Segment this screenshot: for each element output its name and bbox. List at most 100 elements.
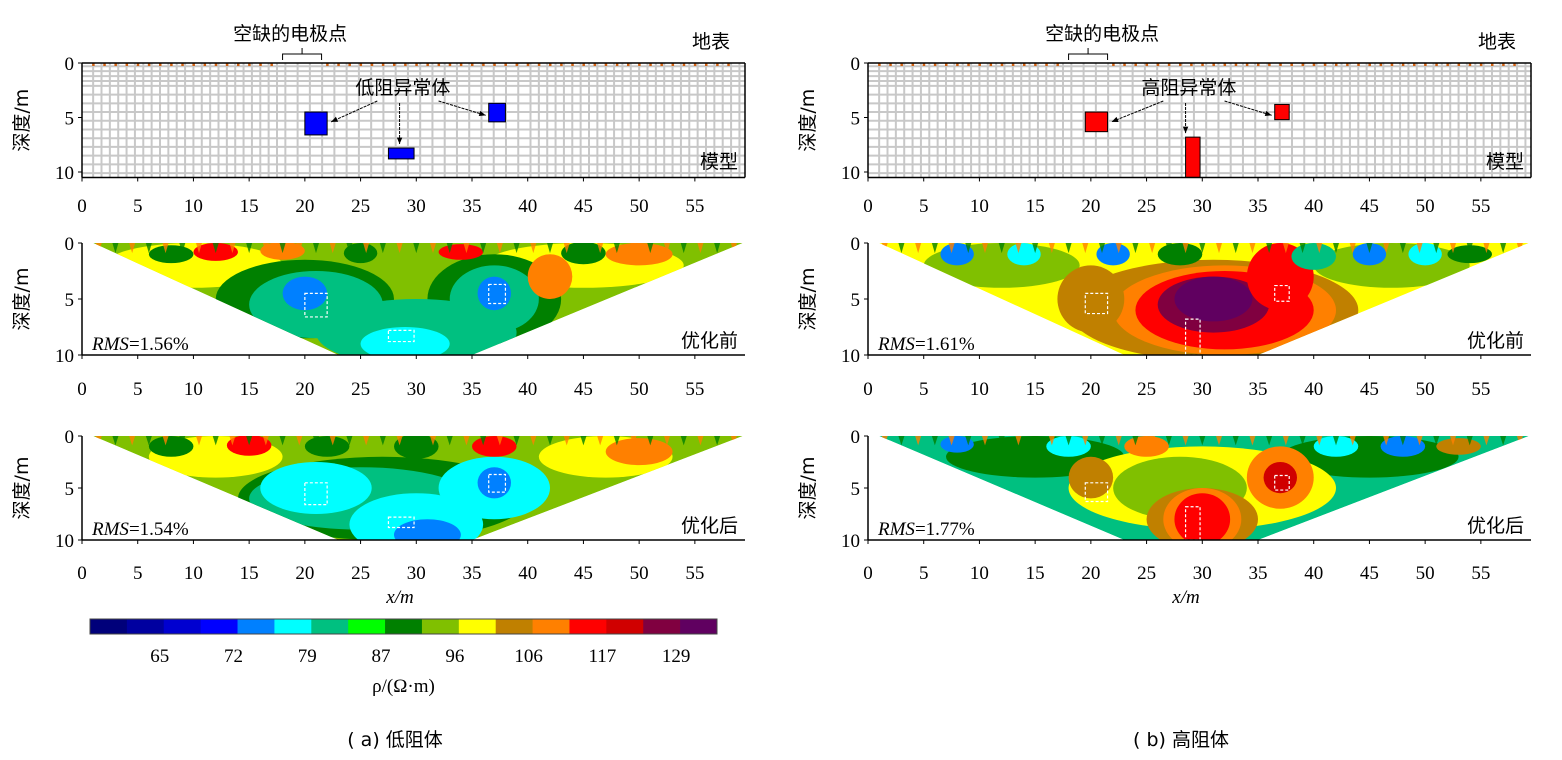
surface-contour bbox=[597, 243, 604, 254]
surface-contour bbox=[1282, 243, 1289, 254]
rms-value: =1.56% bbox=[129, 334, 189, 355]
surface-contour bbox=[296, 436, 303, 446]
surface-contour bbox=[229, 436, 236, 446]
x-tick-label: 20 bbox=[1081, 563, 1100, 584]
surface-contour bbox=[563, 436, 570, 446]
surface-contour bbox=[446, 243, 453, 254]
surface-contour bbox=[547, 243, 553, 254]
x-tick-label: 15 bbox=[240, 563, 259, 584]
y-tick-label: 10 bbox=[55, 346, 74, 367]
rms-value: =1.61% bbox=[915, 334, 975, 355]
y-tick-label: 5 bbox=[851, 479, 861, 500]
resistivity-contour bbox=[1436, 438, 1481, 455]
colorbar-swatch bbox=[606, 619, 644, 634]
x-tick-label: 10 bbox=[184, 196, 203, 217]
rms-label: RMS bbox=[91, 334, 129, 355]
rms-text: RMS=1.54% bbox=[91, 519, 189, 540]
surface-contour bbox=[413, 436, 420, 446]
electrode-marker bbox=[370, 63, 374, 66]
electrode-marker bbox=[471, 63, 474, 66]
resistivity-contour bbox=[1313, 436, 1359, 457]
surface-contour bbox=[1015, 243, 1022, 254]
electrode-marker bbox=[393, 63, 396, 66]
electrode-marker bbox=[181, 63, 184, 66]
surface-contour bbox=[480, 436, 487, 446]
electrode-marker bbox=[337, 63, 340, 66]
surface-contour bbox=[1416, 436, 1423, 446]
y-tick-label: 0 bbox=[65, 427, 75, 448]
surface-contour bbox=[1333, 243, 1339, 254]
panel-label: 优化后 bbox=[681, 515, 738, 537]
surface-contour bbox=[1216, 243, 1222, 254]
electrode-marker bbox=[1413, 63, 1416, 66]
x-tick-label: 35 bbox=[463, 563, 482, 584]
electrode-marker bbox=[889, 63, 892, 66]
panel-before: RMS=1.56% 优化前 0 5 10 15 20 25 30 35 40 45 50 55 0 5 10 深度… bbox=[11, 234, 745, 400]
electrode-marker bbox=[1212, 63, 1215, 66]
surface-contour bbox=[915, 243, 922, 254]
x-tick-label: 25 bbox=[1137, 563, 1156, 584]
anomaly-label: 低阻异常体 bbox=[355, 77, 450, 99]
x-tick-label: 50 bbox=[1416, 196, 1435, 217]
surface-label: 地表 bbox=[692, 31, 730, 53]
anomaly-outline bbox=[488, 283, 507, 305]
surface-label: 地表 bbox=[1478, 31, 1516, 53]
colorbar-tick-label: 96 bbox=[445, 646, 464, 667]
x-tick-label: 55 bbox=[1471, 563, 1490, 584]
surface-contour bbox=[396, 436, 403, 446]
surface-contour bbox=[697, 436, 704, 446]
electrode-marker bbox=[604, 63, 608, 66]
x-tick-label: 10 bbox=[970, 379, 989, 400]
arrow-head bbox=[396, 137, 403, 145]
surface-contour bbox=[898, 436, 905, 446]
surface-contour bbox=[379, 436, 386, 446]
surface-contour bbox=[915, 436, 922, 446]
y-tick-label: 5 bbox=[65, 479, 75, 500]
electrode-marker bbox=[381, 63, 385, 66]
electrode-marker bbox=[1379, 63, 1383, 66]
surface-contour bbox=[313, 436, 319, 446]
colorbar-tick-label: 87 bbox=[372, 646, 391, 667]
x-tick-label: 40 bbox=[518, 379, 537, 400]
surface-contour bbox=[1048, 436, 1055, 446]
x-tick-label: 0 bbox=[77, 379, 87, 400]
arrow-head bbox=[1111, 116, 1119, 122]
resistivity-contour bbox=[477, 467, 511, 499]
electrode-marker bbox=[1323, 63, 1327, 66]
surface-contour bbox=[1232, 436, 1239, 446]
electrode-marker bbox=[248, 63, 251, 66]
surface-contour bbox=[313, 243, 319, 254]
y-axis-label: 深度/m bbox=[797, 457, 819, 520]
x-tick-label: 50 bbox=[630, 379, 649, 400]
colorbar-tick-label: 79 bbox=[298, 646, 317, 667]
surface-contour bbox=[346, 436, 353, 446]
inverted-section bbox=[879, 436, 1529, 540]
panel-label: 模型 bbox=[1486, 151, 1524, 173]
electrode-marker bbox=[593, 63, 597, 66]
surface-contour bbox=[1165, 436, 1172, 446]
electrode-marker bbox=[136, 63, 140, 66]
surface-contour bbox=[496, 243, 503, 254]
colorbar-swatch bbox=[90, 619, 128, 634]
x-tick-label: 30 bbox=[1193, 563, 1212, 584]
x-tick-label: 55 bbox=[685, 563, 704, 584]
x-tick-label: 5 bbox=[133, 563, 143, 584]
surface-contour bbox=[1115, 436, 1122, 446]
anomaly-outline bbox=[1084, 292, 1109, 315]
surface-contour bbox=[1182, 243, 1189, 254]
surface-contour bbox=[697, 243, 704, 254]
x-tick-label: 45 bbox=[574, 196, 593, 217]
anomaly-outline bbox=[1084, 482, 1109, 503]
electrode-marker bbox=[203, 63, 207, 66]
x-tick-label: 40 bbox=[1304, 563, 1323, 584]
electrode-marker bbox=[1401, 63, 1405, 66]
anomaly-outline bbox=[387, 516, 415, 529]
anomaly-body bbox=[304, 111, 328, 136]
electrode-marker bbox=[615, 63, 619, 66]
electrode-marker bbox=[1335, 63, 1338, 66]
surface-contour bbox=[1483, 243, 1490, 254]
x-tick-label: 20 bbox=[1081, 196, 1100, 217]
anomaly-outline bbox=[1274, 474, 1290, 491]
surface-contour bbox=[998, 243, 1005, 254]
